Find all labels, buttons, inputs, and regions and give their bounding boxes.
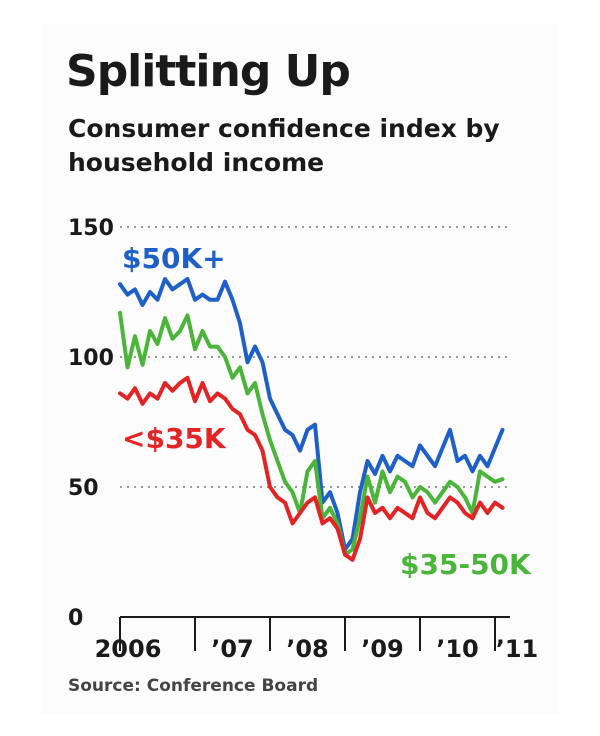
- y-tick-label: 150: [68, 216, 114, 241]
- x-tick-label: ’09: [361, 635, 404, 663]
- series-label: $35-50K: [400, 548, 532, 581]
- series-line: [118, 375, 505, 562]
- source-note: Source: Conference Board: [68, 676, 319, 696]
- y-tick-label: 100: [68, 346, 114, 371]
- chart-title: Splitting Up: [66, 46, 351, 97]
- x-tick-label: 2006: [95, 635, 162, 663]
- series-label: $50K+: [122, 242, 226, 275]
- x-tick-label: ’10: [436, 635, 479, 663]
- chart-subtitle: Consumer confidence index by household i…: [68, 114, 500, 177]
- series-line: [118, 277, 505, 552]
- x-tick-label: ’11: [496, 635, 539, 663]
- x-tick-label: ’07: [211, 635, 254, 663]
- series-label: <$35K: [122, 422, 227, 455]
- y-tick-label: 50: [68, 476, 99, 501]
- series-line: [118, 310, 505, 557]
- x-tick-label: ’08: [286, 635, 329, 663]
- y-tick-label: 0: [68, 606, 83, 631]
